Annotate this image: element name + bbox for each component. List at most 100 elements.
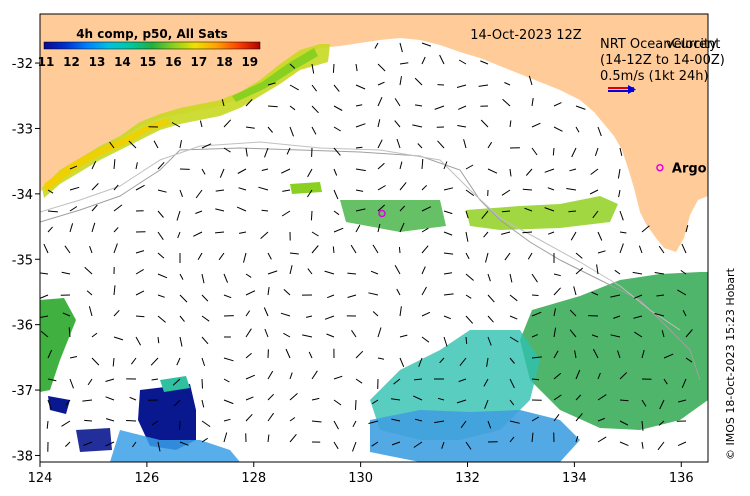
current-vector bbox=[326, 333, 335, 338]
current-vector bbox=[509, 436, 515, 443]
current-vector bbox=[619, 420, 629, 426]
current-vector bbox=[398, 246, 401, 254]
current-vector bbox=[281, 210, 291, 217]
current-vector bbox=[355, 123, 366, 128]
plot-frame bbox=[39, 13, 709, 463]
current-vector bbox=[215, 208, 225, 212]
current-vector bbox=[531, 97, 534, 107]
current-vector bbox=[201, 399, 205, 408]
velocity-legend-line4: 0.5m/s (1kt 24h) bbox=[600, 69, 709, 84]
current-vector bbox=[311, 231, 319, 237]
current-vector bbox=[487, 273, 491, 282]
current-vector bbox=[310, 210, 313, 221]
current-vector bbox=[267, 393, 275, 401]
current-vector bbox=[40, 294, 49, 299]
velocity-legend-line1: NRT OceanCurrent bbox=[600, 37, 720, 52]
current-vector bbox=[135, 336, 142, 346]
colorbar-tick-17: 17 bbox=[191, 55, 208, 69]
current-vector bbox=[641, 420, 644, 431]
current-vector bbox=[571, 147, 577, 158]
current-vector bbox=[465, 294, 472, 299]
current-vector bbox=[487, 141, 493, 149]
current-vector bbox=[465, 336, 468, 344]
current-vector bbox=[307, 268, 313, 275]
current-vector bbox=[157, 231, 164, 240]
current-vector bbox=[355, 224, 361, 233]
current-vector bbox=[333, 168, 338, 176]
current-vector bbox=[215, 189, 225, 192]
current-vector bbox=[377, 96, 383, 107]
current-vector bbox=[289, 126, 294, 137]
current-vector bbox=[135, 290, 145, 296]
current-vector bbox=[485, 252, 489, 263]
current-vector bbox=[377, 327, 382, 338]
current-vector bbox=[89, 246, 93, 254]
current-vector bbox=[264, 147, 269, 158]
current-vector bbox=[88, 306, 93, 317]
current-vector bbox=[460, 420, 467, 429]
current-vector bbox=[311, 397, 320, 401]
current-vector bbox=[355, 84, 366, 90]
current-vector bbox=[421, 311, 431, 317]
current-vector bbox=[456, 399, 467, 404]
lat-tick-label--34: -34 bbox=[12, 188, 33, 203]
current-vector bbox=[62, 312, 71, 317]
current-vector bbox=[223, 418, 231, 422]
argo-float-marker bbox=[378, 209, 386, 218]
current-vector bbox=[245, 126, 255, 129]
current-vector bbox=[575, 394, 582, 401]
current-vector bbox=[105, 418, 115, 422]
current-vector bbox=[678, 399, 687, 403]
current-vector bbox=[332, 246, 335, 254]
current-vector bbox=[613, 315, 621, 319]
bathymetry-contour-inner bbox=[40, 141, 681, 331]
current-vector bbox=[437, 397, 445, 401]
current-vector bbox=[69, 356, 78, 359]
current-vector bbox=[289, 252, 299, 255]
current-vector bbox=[443, 336, 448, 347]
current-vector bbox=[280, 168, 291, 174]
current-vector bbox=[264, 328, 269, 338]
current-vector bbox=[157, 161, 165, 170]
lat-tick-label--32: -32 bbox=[12, 57, 33, 72]
current-vector bbox=[135, 315, 145, 318]
current-vector bbox=[91, 222, 96, 233]
current-vector bbox=[377, 204, 386, 212]
current-vector bbox=[332, 63, 335, 73]
current-vector bbox=[267, 412, 275, 422]
current-vector bbox=[377, 185, 386, 191]
current-vector bbox=[634, 294, 643, 299]
date-label: 14-Oct-2023 12Z bbox=[470, 28, 582, 43]
current-vector bbox=[618, 189, 621, 198]
current-vector bbox=[267, 252, 272, 260]
current-vector bbox=[439, 357, 445, 364]
colorbar-strip bbox=[43, 41, 261, 50]
current-vector bbox=[633, 315, 643, 319]
current-vector bbox=[157, 294, 165, 298]
current-vector bbox=[509, 336, 519, 343]
current-vector bbox=[267, 126, 273, 133]
current-vector bbox=[553, 126, 563, 132]
current-vector bbox=[350, 244, 357, 254]
current-vector bbox=[656, 294, 665, 297]
lon-tick-label-134: 134 bbox=[562, 471, 587, 486]
current-vector bbox=[245, 147, 248, 157]
current-vector bbox=[434, 105, 445, 110]
current-vector bbox=[370, 270, 379, 275]
current-vector bbox=[333, 84, 340, 92]
current-vector bbox=[245, 413, 253, 422]
current-vectors bbox=[40, 42, 693, 452]
current-vector bbox=[421, 227, 429, 233]
colorbar-tick-12: 12 bbox=[63, 55, 80, 69]
current-vector bbox=[377, 357, 385, 360]
current-vector bbox=[501, 231, 511, 235]
current-vector bbox=[68, 327, 71, 338]
current-vector bbox=[663, 378, 668, 385]
current-vector bbox=[372, 244, 379, 254]
current-vector bbox=[399, 76, 402, 86]
current-vector bbox=[575, 126, 580, 133]
current-vector bbox=[531, 356, 542, 359]
current-vector bbox=[414, 378, 423, 381]
current-vector bbox=[201, 143, 212, 149]
current-vector bbox=[391, 418, 401, 422]
